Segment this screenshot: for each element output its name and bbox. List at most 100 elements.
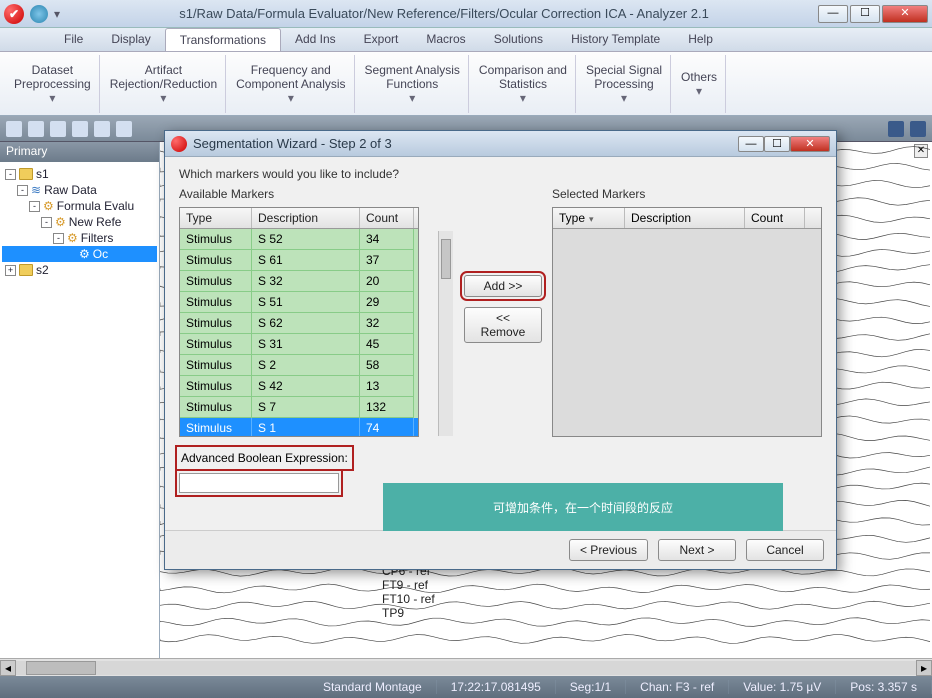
menu-macros[interactable]: Macros — [412, 28, 479, 51]
advanced-boolean-input[interactable] — [179, 473, 339, 493]
scroll-track[interactable] — [16, 661, 916, 675]
tree-node[interactable]: ⚙Oc — [2, 246, 157, 262]
table-row[interactable]: StimulusS 5129 — [180, 292, 418, 313]
segmentation-wizard-dialog: Segmentation Wizard - Step 2 of 3 — ☐ ✕ … — [164, 130, 837, 570]
dialog-footer: < Previous Next > Cancel — [165, 530, 836, 569]
table-row[interactable]: StimulusS 3220 — [180, 271, 418, 292]
col-count[interactable]: Count — [745, 208, 805, 228]
table-row[interactable]: StimulusS 7132 — [180, 397, 418, 418]
ribbon-segment-analysis[interactable]: Segment AnalysisFunctions ▾ — [357, 55, 469, 113]
ribbon-others[interactable]: Others ▾ — [673, 55, 726, 113]
menubar: FileDisplayTransformationsAdd InsExportM… — [0, 28, 932, 52]
close-button[interactable]: ✕ — [882, 5, 928, 23]
callout-text: 可增加条件，在一个时间段的反应 — [493, 499, 673, 516]
tool-icon[interactable] — [72, 121, 88, 137]
dialog-maximize-button[interactable]: ☐ — [764, 136, 790, 152]
ribbon: DatasetPreprocessing ▾ArtifactRejection/… — [0, 52, 932, 116]
remove-button[interactable]: << Remove — [464, 307, 542, 343]
channel-label: FT9 - ref — [382, 578, 435, 592]
h-scrollbar[interactable]: ◂ ▸ — [0, 658, 932, 676]
tree-node[interactable]: +s2 — [2, 262, 157, 278]
titlebar: ✔ ▾ s1/Raw Data/Formula Evaluator/New Re… — [0, 0, 932, 28]
channel-label: TP9 — [382, 606, 435, 620]
status-chan: Chan: F3 - ref — [626, 680, 729, 694]
tool-icon[interactable] — [50, 121, 66, 137]
table-row[interactable]: StimulusS 258 — [180, 355, 418, 376]
menu-transformations[interactable]: Transformations — [165, 28, 281, 51]
dialog-question: Which markers would you like to include? — [179, 167, 822, 181]
selected-label: Selected Markers — [552, 187, 822, 201]
selected-column: Selected Markers Type Description Count — [552, 187, 822, 437]
add-button[interactable]: Add >> — [464, 275, 542, 297]
table-row[interactable]: StimulusS 4213 — [180, 376, 418, 397]
status-montage: Standard Montage — [309, 680, 437, 694]
sidebar-title: Primary — [0, 142, 159, 162]
previous-button[interactable]: < Previous — [569, 539, 648, 561]
sidebar: Primary -s1-≋Raw Data-⚙Formula Evalu-⚙Ne… — [0, 142, 160, 658]
dialog-icon — [171, 136, 187, 152]
ribbon-artifact[interactable]: ArtifactRejection/Reduction ▾ — [102, 55, 226, 113]
col-type[interactable]: Type — [553, 208, 625, 228]
tree-node[interactable]: -≋Raw Data — [2, 182, 157, 198]
dialog-close-button[interactable]: ✕ — [790, 136, 830, 152]
status-seg: Seg:1/1 — [556, 680, 626, 694]
ribbon-frequency-and[interactable]: Frequency andComponent Analysis ▾ — [228, 55, 354, 113]
tool-icon[interactable] — [28, 121, 44, 137]
available-grid[interactable]: TypeDescriptionCountStimulusS 5234Stimul… — [179, 207, 419, 437]
tree-node[interactable]: -⚙Filters — [2, 230, 157, 246]
tool-icon[interactable] — [6, 121, 22, 137]
tool-icon[interactable] — [910, 121, 926, 137]
ribbon-special-signal[interactable]: Special SignalProcessing ▾ — [578, 55, 671, 113]
tool-icon[interactable] — [94, 121, 110, 137]
maximize-button[interactable]: ☐ — [850, 5, 880, 23]
table-row[interactable]: StimulusS 6137 — [180, 250, 418, 271]
window-controls: — ☐ ✕ — [818, 5, 928, 23]
menu-export[interactable]: Export — [350, 28, 413, 51]
col-desc[interactable]: Description — [625, 208, 745, 228]
tree-node[interactable]: -⚙New Refe — [2, 214, 157, 230]
grid-scroll-thumb[interactable] — [441, 239, 451, 279]
scroll-right-icon[interactable]: ▸ — [916, 660, 932, 676]
dialog-titlebar: Segmentation Wizard - Step 2 of 3 — ☐ ✕ — [165, 131, 836, 157]
qa-dropdown-icon[interactable]: ▾ — [54, 7, 60, 21]
status-time: 17:22:17.081495 — [437, 680, 556, 694]
transfer-buttons: Add >> << Remove — [464, 275, 542, 343]
scroll-left-icon[interactable]: ◂ — [0, 660, 16, 676]
menu-help[interactable]: Help — [674, 28, 727, 51]
status-pos: Pos: 3.357 s — [836, 680, 932, 694]
status-value: Value: 1.75 µV — [729, 680, 836, 694]
annotation-callout: 可增加条件，在一个时间段的反应 — [383, 483, 783, 531]
advanced-boolean-label: Advanced Boolean Expression: — [179, 449, 350, 467]
dialog-title: Segmentation Wizard - Step 2 of 3 — [193, 136, 738, 151]
available-label: Available Markers — [179, 187, 454, 201]
menu-display[interactable]: Display — [97, 28, 164, 51]
grid-scrollbar[interactable] — [438, 231, 453, 436]
window-title: s1/Raw Data/Formula Evaluator/New Refere… — [70, 6, 818, 21]
scroll-thumb[interactable] — [26, 661, 96, 675]
menu-add-ins[interactable]: Add Ins — [281, 28, 350, 51]
table-row[interactable]: StimulusS 3145 — [180, 334, 418, 355]
tool-icon[interactable] — [888, 121, 904, 137]
menu-history-template[interactable]: History Template — [557, 28, 674, 51]
globe-icon — [30, 5, 48, 23]
table-row[interactable]: StimulusS 174 — [180, 418, 418, 437]
selected-grid[interactable]: Type Description Count — [552, 207, 822, 437]
dialog-minimize-button[interactable]: — — [738, 136, 764, 152]
table-row[interactable]: StimulusS 6232 — [180, 313, 418, 334]
statusbar: Standard Montage 17:22:17.081495 Seg:1/1… — [0, 676, 932, 698]
channel-label: FT10 - ref — [382, 592, 435, 606]
menu-solutions[interactable]: Solutions — [480, 28, 557, 51]
tree-node[interactable]: -⚙Formula Evalu — [2, 198, 157, 214]
menu-file[interactable]: File — [50, 28, 97, 51]
next-button[interactable]: Next > — [658, 539, 736, 561]
tree-node[interactable]: -s1 — [2, 166, 157, 182]
table-row[interactable]: StimulusS 5234 — [180, 229, 418, 250]
minimize-button[interactable]: — — [818, 5, 848, 23]
ribbon-comparison-and[interactable]: Comparison andStatistics ▾ — [471, 55, 576, 113]
cancel-button[interactable]: Cancel — [746, 539, 824, 561]
app-icon: ✔ — [4, 4, 24, 24]
dialog-body: Which markers would you like to include?… — [165, 157, 836, 530]
ribbon-dataset[interactable]: DatasetPreprocessing ▾ — [6, 55, 100, 113]
tool-icon[interactable] — [116, 121, 132, 137]
tree: -s1-≋Raw Data-⚙Formula Evalu-⚙New Refe-⚙… — [0, 162, 159, 282]
